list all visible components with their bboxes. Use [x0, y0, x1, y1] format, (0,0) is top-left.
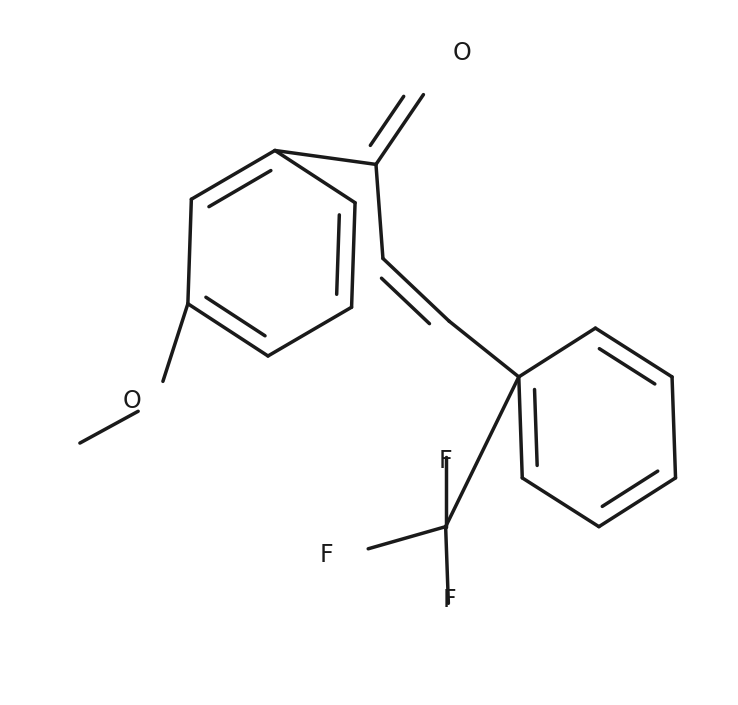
- Text: O: O: [123, 389, 141, 413]
- Text: F: F: [442, 588, 456, 612]
- Text: F: F: [319, 543, 333, 567]
- Text: F: F: [439, 448, 452, 472]
- Text: O: O: [452, 41, 472, 65]
